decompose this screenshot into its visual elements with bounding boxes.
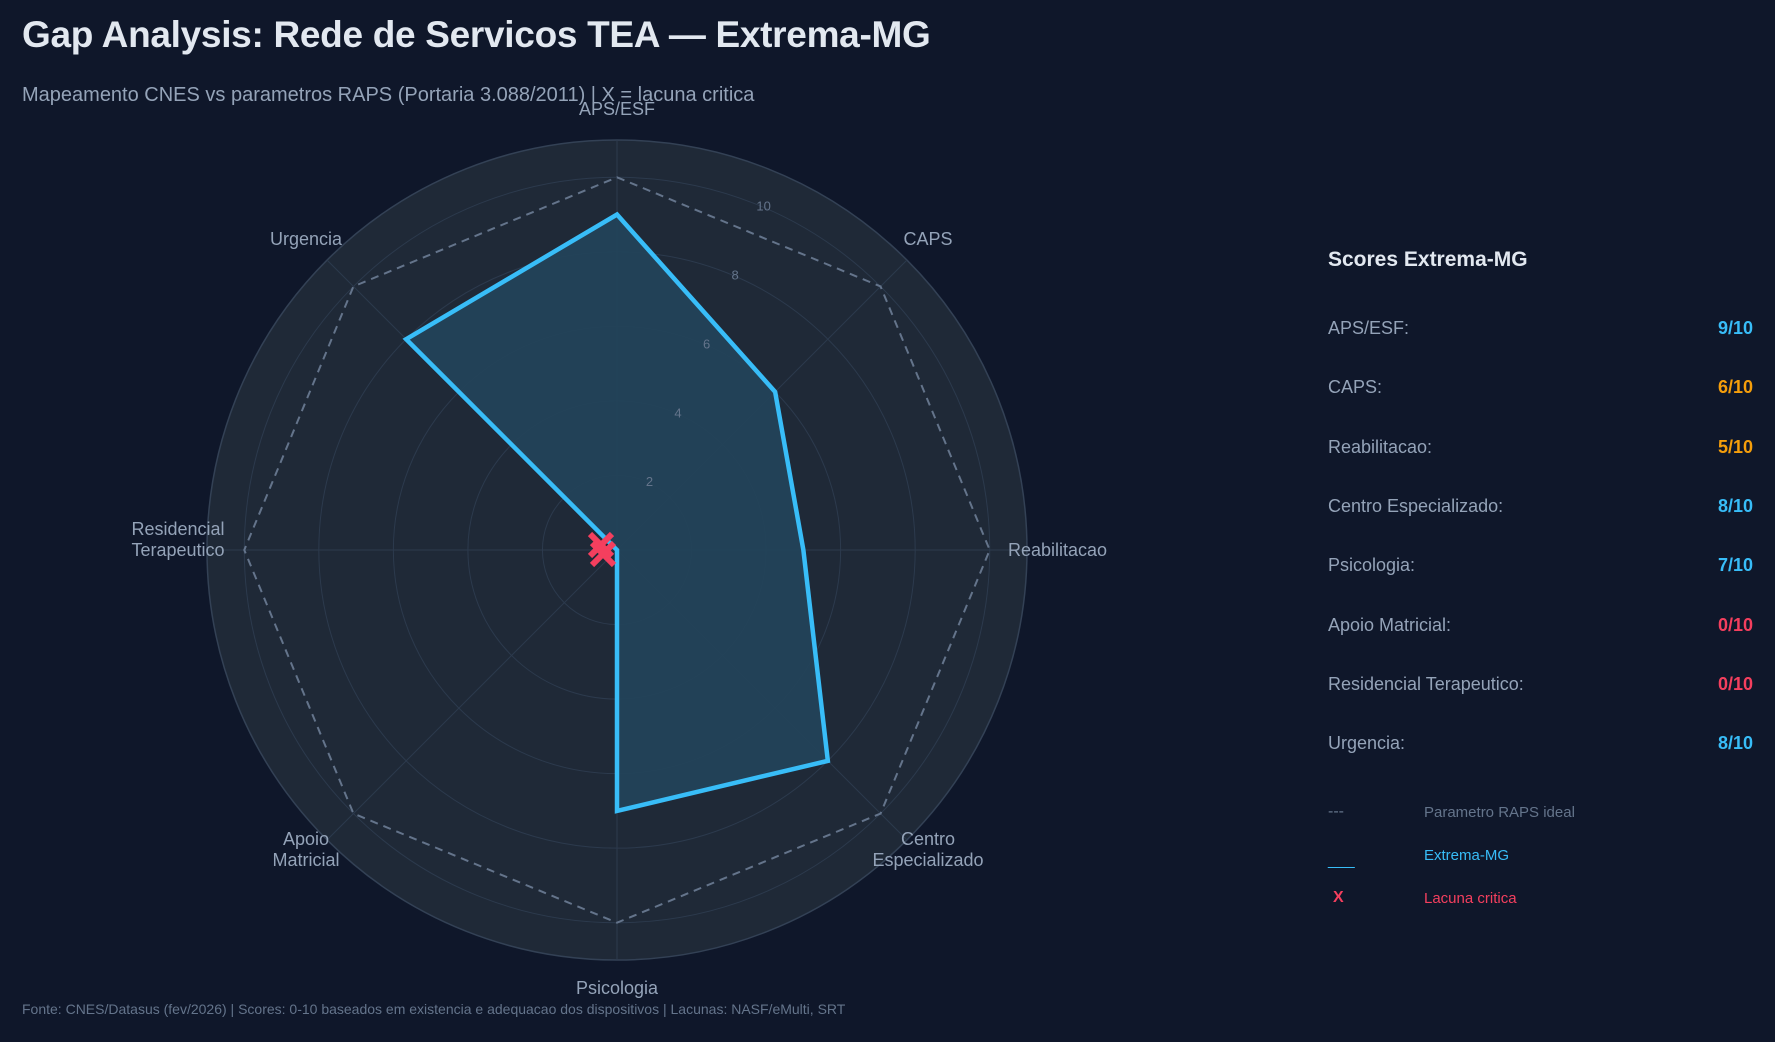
scores-panel-title: Scores Extrema-MG [1328,248,1528,271]
r-tick-label: 2 [646,474,653,489]
ideal-line [243,176,991,924]
score-label: Urgencia: [1328,733,1406,754]
score-label: Reabilitacao: [1328,436,1433,457]
score-label: Apoio Matricial: [1328,614,1452,635]
score-value: 9/10 [1717,318,1753,338]
score-label: Residencial Terapeutico: [1328,673,1524,694]
x-marker-icon: X [1333,889,1344,906]
source-footnote: Fonte: CNES/Datasus (fev/2026) | Scores:… [22,1001,846,1017]
score-value: 6/10 [1717,377,1753,398]
grid-spoke [326,549,618,841]
axis-label-caps: CAPS [903,229,952,249]
legend-label: Lacuna critica [1424,889,1517,907]
score-row: Residencial Terapeutico: 0/10 [1328,674,1753,695]
score-value: 0/10 [1717,614,1753,635]
score-label: CAPS: [1328,377,1383,398]
legend-ideal: --- Parametro RAPS ideal [1328,803,1575,821]
dashed-line-icon: --- [1328,803,1344,820]
score-row: CAPS: 6/10 [1328,377,1753,398]
score-row: Urgencia: 8/10 [1328,733,1753,754]
axis-label-apoio-matricial: Apoio Matricial [272,829,339,870]
series-line [402,211,831,814]
scores-panel: Scores Extrema-MG APS/ESF: 9/10 CAPS: 6/10 R… [1328,248,1753,907]
r-tick-label: 6 [703,336,710,351]
page-subtitle: Mapeamento CNES vs parametros RAPS (Port… [22,84,755,106]
solid-line-icon: ___ [1328,852,1355,869]
axis-label-apsesf: APS/ESF [579,99,655,119]
score-label: Centro Especializado: [1328,495,1504,516]
page-title: Gap Analysis: Rede de Servicos TEA — Ext… [22,14,931,55]
legend-series: ___ Extrema-MG [1328,846,1510,870]
series-fill [406,214,828,811]
score-value: 8/10 [1717,733,1753,754]
score-row: Reabilitacao: 5/10 [1328,437,1753,458]
score-row: Centro Especializado: 8/10 [1328,496,1753,517]
legend-label: Parametro RAPS ideal [1424,803,1575,821]
axis-label-residencial-terapeutico: Residencial Terapeutico [131,519,224,560]
score-value: 8/10 [1717,495,1753,516]
r-tick-label: 4 [674,405,681,420]
r-tick-label: 10 [756,199,770,214]
axis-label-psicologia: Psicologia [576,978,659,998]
legend-gap: X Lacuna critica [1328,889,1517,907]
score-row: Apoio Matricial: 0/10 [1328,615,1753,636]
score-value: 0/10 [1717,673,1753,694]
score-row: Psicologia: 7/10 [1328,555,1753,576]
critical-gap-x-icon [587,531,615,559]
score-value: 5/10 [1717,436,1753,457]
legend-label: Extrema-MG [1424,846,1510,864]
score-label: Psicologia: [1328,555,1416,576]
score-label: APS/ESF: [1328,318,1410,338]
axis-label-urgencia: Urgencia [270,229,343,249]
r-tick-label: 8 [731,268,738,283]
score-value: 7/10 [1717,555,1753,576]
axis-label-reabilitacao: Reabilitacao [1008,540,1107,560]
axis-label-centro-especializado: Centro Especializado [872,829,983,870]
score-row: APS/ESF: 9/10 [1328,318,1753,339]
